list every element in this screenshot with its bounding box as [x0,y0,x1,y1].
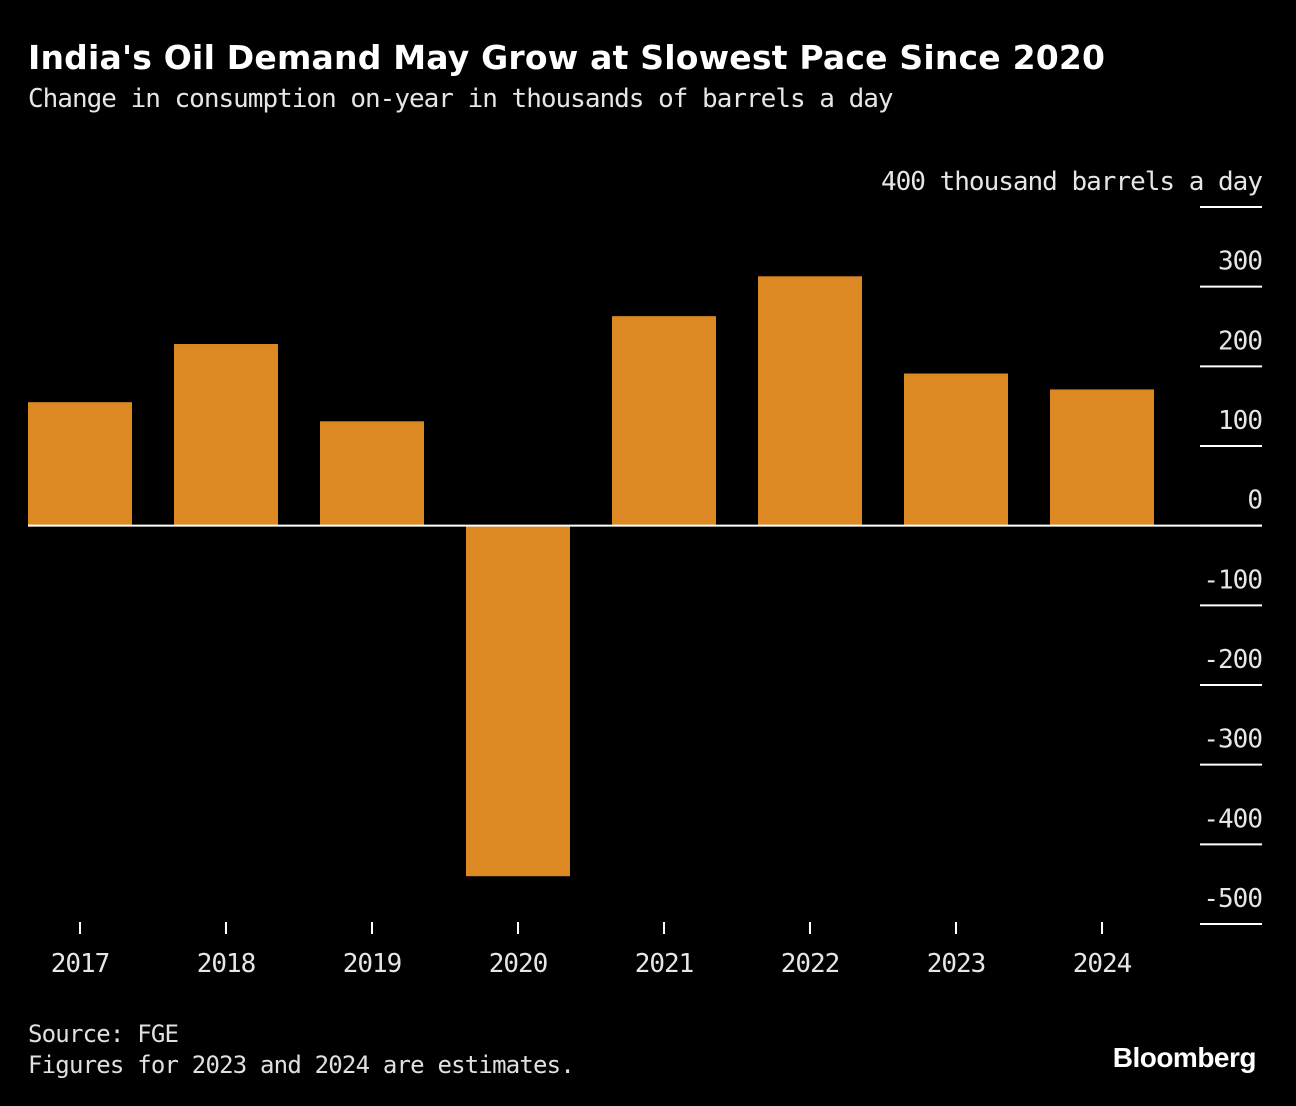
x-tick-label: 2018 [197,949,256,979]
chart-subtitle: Change in consumption on-year in thousan… [28,84,894,114]
x-tick-label: 2020 [489,949,548,979]
bar-2020 [466,525,570,877]
x-tick-label: 2017 [51,949,110,979]
x-tick-label: 2024 [1073,949,1132,979]
y-tick-label: -400 [1203,804,1262,834]
x-tick-label: 2019 [343,949,402,979]
estimate-note: Figures for 2023 and 2024 are estimates. [28,1051,575,1079]
y-tick-label: -200 [1203,645,1262,675]
x-tick-label: 2023 [927,949,986,979]
bar-2018 [174,344,278,526]
y-tick-label: 300 [1218,247,1262,277]
bar-2024 [1050,389,1154,526]
y-tick-label: -100 [1203,565,1262,595]
bar-2021 [612,316,716,526]
y-tick-label: 200 [1218,326,1262,356]
y-tick-label: -500 [1203,884,1262,914]
bloomberg-logo: Bloomberg [1112,1042,1257,1073]
y-tick-label: 100 [1218,406,1262,436]
bar-2022 [758,276,862,526]
y-tick-label: 400 thousand barrels a day [881,167,1262,197]
x-tick-label: 2021 [635,949,694,979]
x-tick-label: 2022 [781,949,840,979]
source-note: Source: FGE [28,1020,179,1048]
bar-2023 [904,373,1008,526]
y-tick-label: 0 [1247,486,1262,516]
y-tick-label: -300 [1203,725,1262,755]
chart-title: India's Oil Demand May Grow at Slowest P… [28,38,1106,77]
bar-2019 [320,421,424,526]
bar-2017 [28,402,132,526]
